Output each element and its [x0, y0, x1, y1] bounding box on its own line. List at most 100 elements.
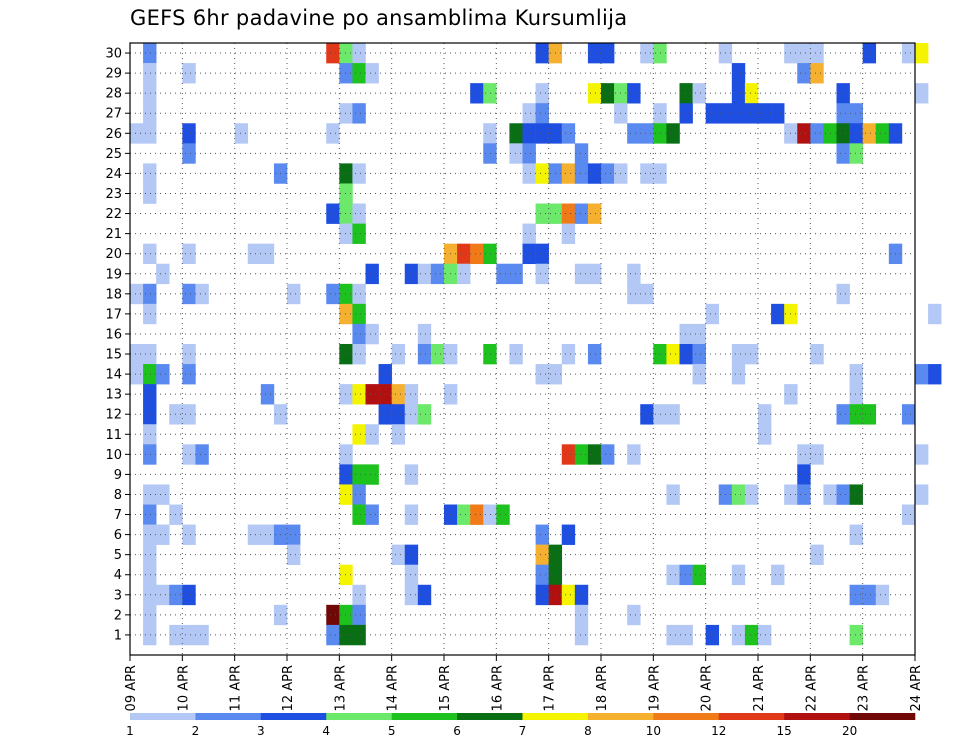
y-tick-label: 13	[105, 388, 122, 403]
heatmap-cell	[731, 103, 746, 124]
heatmap-cell	[627, 83, 641, 104]
heatmap-cell	[744, 624, 759, 646]
heatmap-cell	[352, 103, 366, 124]
x-tick-label: 19 APR	[647, 665, 662, 711]
x-tick-label: 20 APR	[700, 665, 715, 711]
heatmap-cell	[666, 123, 680, 144]
heatmap-cell	[744, 83, 759, 104]
heatmap-cell	[247, 524, 262, 545]
heatmap-cell	[339, 283, 353, 305]
heatmap-cell	[352, 464, 366, 485]
heatmap-cell	[391, 424, 406, 445]
x-tick-label: 17 APR	[543, 665, 558, 711]
heatmap-cell	[143, 63, 157, 84]
heatmap-cell	[182, 63, 196, 84]
heatmap-cell	[404, 384, 419, 405]
x-tick-label: 11 APR	[229, 665, 244, 711]
heatmap-cell	[535, 544, 549, 566]
heatmap-cell	[849, 143, 863, 164]
y-tick-label: 24	[105, 167, 122, 182]
y-tick-label: 3	[114, 588, 122, 603]
heatmap-cell	[862, 584, 877, 606]
heatmap-cell	[862, 123, 877, 144]
heatmap-cell	[535, 163, 549, 184]
colorbar-label: 1	[126, 724, 134, 738]
heatmap-cell	[627, 283, 641, 305]
heatmap-cell	[561, 163, 576, 184]
heatmap-cell	[574, 163, 589, 184]
heatmap-cell	[143, 83, 157, 104]
heatmap-cell	[797, 444, 811, 465]
heatmap-cell	[561, 584, 576, 606]
heatmap-cell	[143, 283, 157, 305]
heatmap-cell	[457, 504, 471, 525]
chart-title: GEFS 6hr padavine po ansamblima Kursumli…	[130, 6, 628, 30]
heatmap-cell	[522, 163, 536, 184]
heatmap-cell	[915, 444, 929, 465]
x-tick-label: 22 APR	[804, 665, 819, 711]
heatmap-cell	[679, 323, 693, 345]
heatmap-cell	[836, 143, 850, 164]
heatmap-cell	[692, 564, 706, 586]
heatmap-cell	[810, 43, 824, 64]
heatmap-cell	[771, 103, 785, 124]
heatmap-cell	[810, 544, 824, 566]
heatmap-cell	[666, 484, 680, 505]
heatmap-cell	[731, 83, 746, 104]
heatmap-cell	[561, 444, 576, 465]
y-tick-label: 17	[105, 307, 122, 322]
heatmap-cell	[352, 343, 366, 365]
heatmap-cell	[705, 303, 720, 325]
heatmap-cell	[601, 444, 615, 465]
heatmap-cell	[352, 504, 366, 525]
heatmap-cell	[810, 123, 824, 144]
heatmap-cell	[731, 484, 746, 505]
heatmap-cell	[143, 504, 157, 525]
heatmap-cell	[470, 83, 484, 104]
heatmap-cell	[849, 484, 863, 505]
heatmap-cell	[483, 343, 497, 365]
heatmap-cell	[901, 404, 916, 425]
heatmap-cell	[574, 143, 589, 164]
x-tick-label: 10 APR	[176, 665, 191, 711]
heatmap-cell	[339, 103, 353, 124]
heatmap-cell	[430, 343, 445, 365]
heatmap-cell	[587, 163, 602, 184]
heatmap-cell	[627, 263, 641, 285]
heatmap-cell	[849, 103, 863, 124]
heatmap-cell	[758, 424, 772, 445]
heatmap-cell	[417, 263, 432, 285]
heatmap-cell	[130, 343, 144, 365]
heatmap-cell	[627, 444, 641, 465]
heatmap-cell	[182, 243, 196, 265]
colorbar-swatch	[718, 713, 785, 720]
heatmap-cell	[731, 564, 746, 586]
colorbar-label: 20	[842, 724, 857, 738]
heatmap-cell	[143, 604, 157, 626]
heatmap-cell	[758, 404, 772, 425]
heatmap-cell	[326, 123, 340, 144]
heatmap-cell	[483, 83, 497, 104]
colorbar-label: 7	[519, 724, 527, 738]
y-tick-label: 28	[105, 87, 122, 102]
heatmap-cell	[352, 484, 366, 505]
colorbar-label: 3	[257, 724, 265, 738]
heatmap-cell	[744, 343, 759, 365]
heatmap-cell	[522, 223, 536, 244]
heatmap-cell	[849, 624, 863, 646]
colorbar-legend: 1 2 3 4 5 6 7 8 10 12 15 20	[126, 713, 916, 738]
heatmap-cell	[143, 584, 157, 606]
heatmap-cell	[143, 343, 157, 365]
heatmap-cell	[535, 123, 549, 144]
heatmap-cell	[417, 404, 432, 425]
y-tick-label: 2	[114, 608, 122, 623]
heatmap-cell	[849, 364, 863, 385]
heatmap-cell	[260, 243, 275, 265]
heatmap-cell	[797, 123, 811, 144]
heatmap-cell	[483, 123, 497, 144]
heatmap-cell	[339, 43, 353, 64]
colorbar-swatch	[522, 713, 589, 720]
colorbar-swatch	[457, 713, 523, 720]
y-tick-label: 12	[105, 408, 122, 423]
heatmap-cell	[457, 263, 471, 285]
